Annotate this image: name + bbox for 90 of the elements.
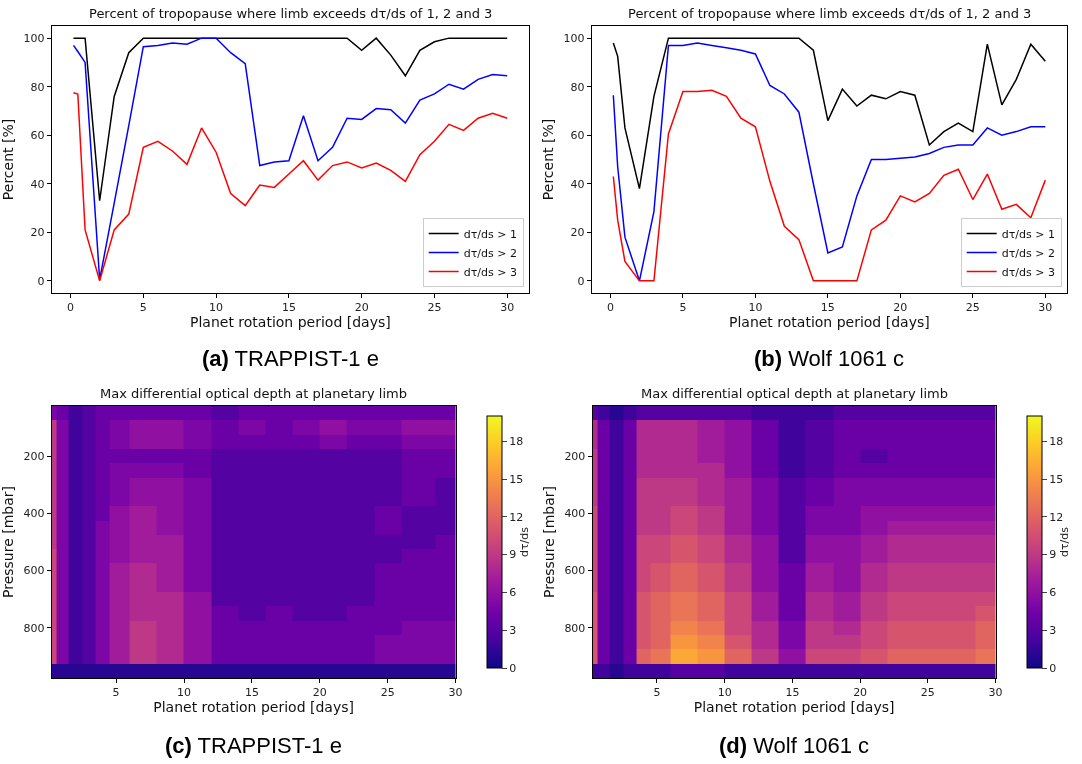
y-tick-label: 800 bbox=[564, 621, 586, 635]
y-axis-title: Percent [%] bbox=[0, 118, 17, 201]
color-bar-label: 6 bbox=[1049, 586, 1057, 600]
text: (c) TRAPPIST-1 e bbox=[165, 733, 342, 758]
x-tick-label: 30 bbox=[1038, 301, 1053, 315]
color-bar-label: 12 bbox=[509, 510, 524, 524]
x-tick-label: 20 bbox=[893, 301, 908, 315]
y-axis-title: Pressure [mbar] bbox=[540, 485, 557, 599]
color-bar-label: 0 bbox=[509, 661, 517, 675]
line-series bbox=[612, 42, 1047, 282]
x-tick-label: 25 bbox=[920, 686, 935, 700]
y-tick-label: 200 bbox=[564, 449, 586, 463]
y-tick-label: 400 bbox=[564, 507, 586, 521]
y-tick-label: 40 bbox=[30, 177, 45, 191]
x-tick-label: 25 bbox=[380, 686, 395, 700]
x-axis-title: Planet rotation period [days] bbox=[693, 699, 895, 716]
x-tick-label: 5 bbox=[679, 301, 687, 315]
legend-label: dτ/ds > 2 bbox=[463, 246, 517, 260]
color-bar-label: 9 bbox=[509, 548, 517, 562]
color-bar-label: 9 bbox=[1049, 548, 1057, 562]
y-tick-label: 0 bbox=[37, 274, 45, 288]
y-tick-label: 60 bbox=[570, 129, 585, 143]
y-tick-label: 80 bbox=[30, 80, 45, 94]
x-tick-label: 10 bbox=[717, 686, 732, 700]
x-tick-label: 15 bbox=[785, 686, 800, 700]
x-tick-label: 5 bbox=[653, 686, 661, 700]
x-axis-title: Planet rotation period [days] bbox=[728, 314, 930, 331]
color-bar-label: 0 bbox=[1049, 661, 1057, 675]
chart-title: Percent of tropopause where limb exceeds dτ/ds of 1, 2 and 3 bbox=[89, 6, 493, 21]
y-tick-label: 200 bbox=[23, 449, 45, 463]
y-tick-label: 40 bbox=[570, 177, 585, 191]
color-bar-label: 15 bbox=[1049, 472, 1064, 486]
x-tick-label: 5 bbox=[139, 301, 147, 315]
line-series bbox=[72, 92, 508, 282]
color-bar-label: 3 bbox=[509, 624, 517, 638]
legend-label: dτ/ds > 3 bbox=[1001, 265, 1055, 279]
text: (b) Wolf 1061 c bbox=[754, 346, 904, 371]
color-bar-label: 12 bbox=[1049, 510, 1064, 524]
color-bar-label: 18 bbox=[509, 435, 524, 449]
x-tick-label: 15 bbox=[820, 301, 835, 315]
line-series bbox=[612, 89, 1047, 282]
x-tick-label: 10 bbox=[177, 686, 192, 700]
color-bar-label: 6 bbox=[509, 586, 517, 600]
y-tick-label: 400 bbox=[23, 507, 45, 521]
legend-label: dτ/ds > 1 bbox=[1001, 227, 1055, 241]
x-tick-label: 0 bbox=[67, 301, 75, 315]
y-tick-label: 80 bbox=[570, 80, 585, 94]
y-tick-label: 600 bbox=[23, 564, 45, 578]
color-bar-label: 15 bbox=[509, 472, 524, 486]
y-tick-label: 20 bbox=[570, 226, 585, 240]
y-tick-label: 20 bbox=[30, 226, 45, 240]
color-bar-label: 3 bbox=[1049, 624, 1057, 638]
line-series bbox=[72, 37, 508, 202]
x-tick-label: 15 bbox=[281, 301, 296, 315]
y-tick-label: 100 bbox=[563, 31, 585, 45]
x-axis-title: Planet rotation period [days] bbox=[189, 314, 391, 331]
line-series bbox=[72, 37, 508, 281]
x-tick-label: 15 bbox=[244, 686, 259, 700]
x-tick-label: 5 bbox=[112, 686, 120, 700]
color-bar-title: dτ/ds bbox=[518, 526, 532, 558]
y-tick-label: 800 bbox=[23, 621, 45, 635]
x-tick-label: 0 bbox=[606, 301, 614, 315]
x-tick-label: 30 bbox=[500, 301, 515, 315]
legend-label: dτ/ds > 3 bbox=[463, 265, 517, 279]
line-series bbox=[612, 37, 1047, 190]
y-tick-label: 0 bbox=[577, 274, 585, 288]
y-tick-label: 60 bbox=[30, 129, 45, 143]
x-tick-label: 30 bbox=[988, 686, 1003, 700]
chart-title: Max differential optical depth at planetary limb bbox=[100, 386, 407, 401]
x-tick-label: 20 bbox=[312, 686, 327, 700]
chart-title: Max differential optical depth at planetary limb bbox=[641, 386, 948, 401]
x-tick-label: 20 bbox=[853, 686, 868, 700]
y-tick-label: 100 bbox=[23, 31, 45, 45]
y-axis-title: Percent [%] bbox=[539, 118, 556, 201]
text: (a) TRAPPIST-1 e bbox=[202, 346, 379, 371]
legend-label: dτ/ds > 2 bbox=[1001, 246, 1055, 260]
color-bar-title: dτ/ds bbox=[1058, 526, 1072, 558]
color-bar-label: 18 bbox=[1049, 435, 1064, 449]
y-tick-label: 600 bbox=[564, 564, 586, 578]
x-axis-title: Planet rotation period [days] bbox=[153, 699, 354, 716]
x-tick-label: 25 bbox=[427, 301, 442, 315]
x-tick-label: 30 bbox=[448, 686, 463, 700]
x-tick-label: 10 bbox=[748, 301, 763, 315]
legend-label: dτ/ds > 1 bbox=[463, 227, 517, 241]
chart-title: Percent of tropopause where limb exceeds dτ/ds of 1, 2 and 3 bbox=[628, 6, 1032, 21]
x-tick-label: 25 bbox=[965, 301, 980, 315]
y-axis-title: Pressure [mbar] bbox=[0, 485, 17, 599]
x-tick-label: 20 bbox=[354, 301, 369, 315]
x-tick-label: 10 bbox=[209, 301, 224, 315]
text: (d) Wolf 1061 c bbox=[719, 733, 869, 758]
